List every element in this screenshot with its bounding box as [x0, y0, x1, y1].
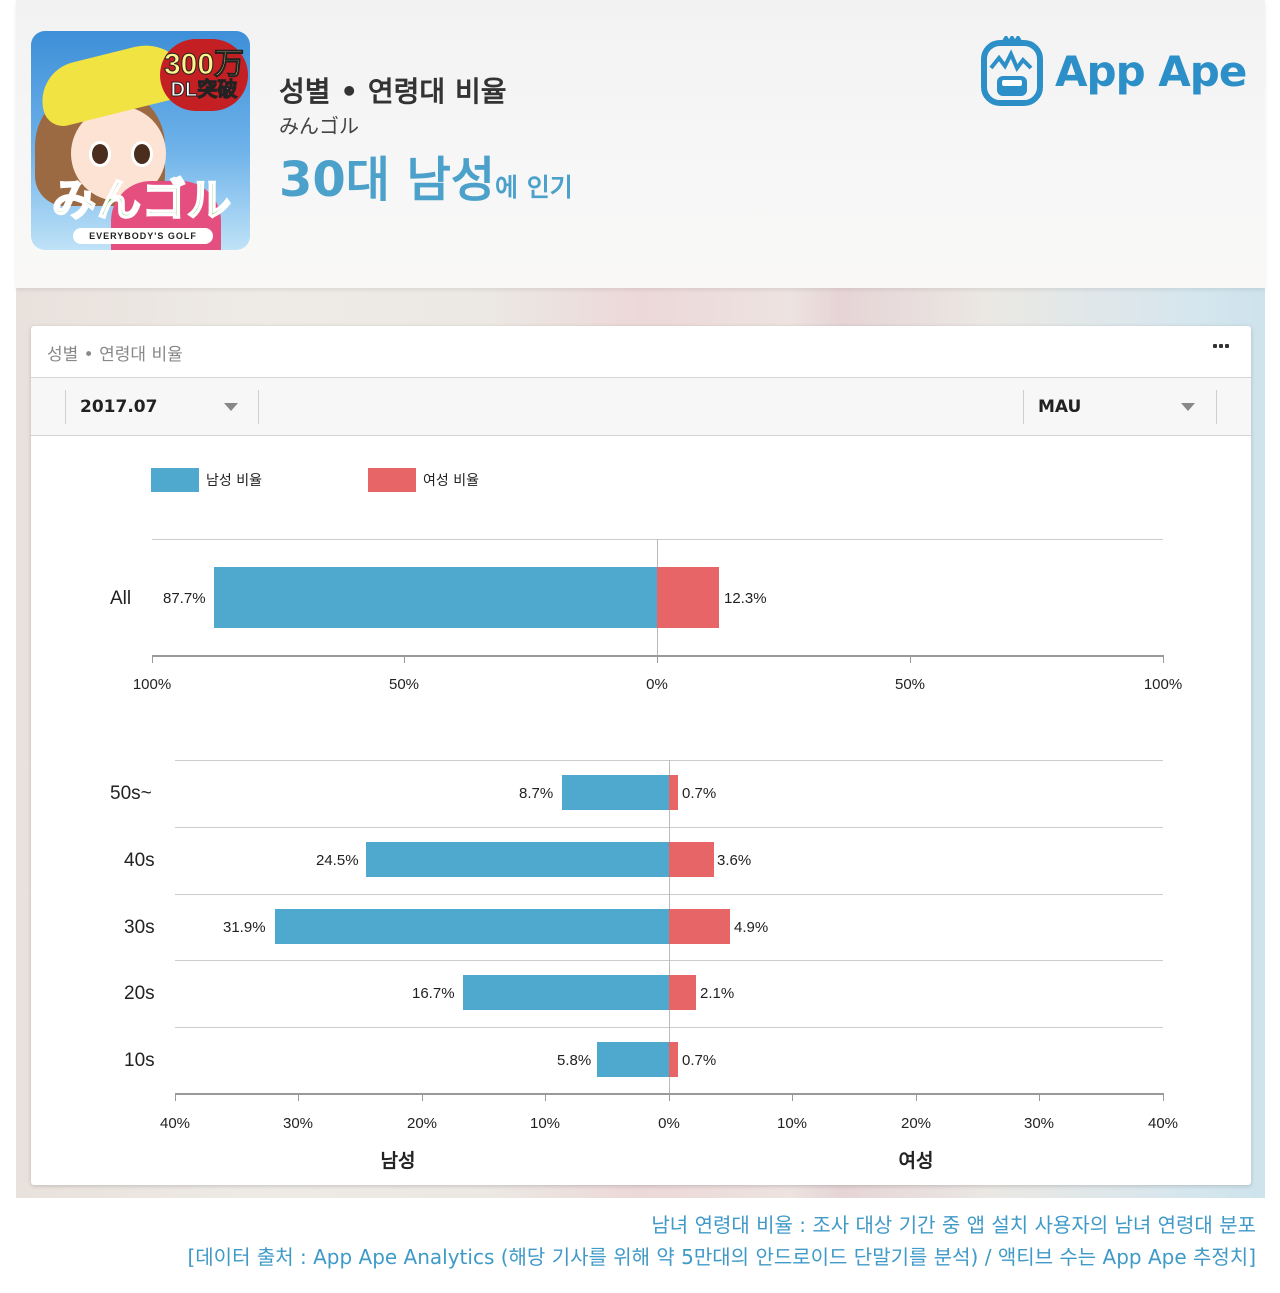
more-dots-icon[interactable] [1213, 344, 1229, 348]
value-label: 5.8% [557, 1052, 592, 1069]
value-label: 0.7% [682, 1052, 717, 1069]
footnote-definition: 남녀 연령대 비율 : 조사 대상 기간 중 앱 설치 사용자의 남녀 연령대 … [651, 1213, 1256, 1237]
value-label: 24.5% [316, 852, 359, 869]
bar-female-50s [669, 775, 678, 810]
axis-label-male: 남성 [380, 1150, 416, 1172]
bar-male-50s [562, 775, 669, 810]
period-select[interactable]: 2017.07 [65, 390, 259, 424]
category-label: All [110, 588, 132, 609]
category-label: 40s [124, 850, 155, 871]
chevron-down-icon [1181, 403, 1195, 411]
bar-male-10s [597, 1042, 669, 1077]
app-icon: 300万 DL突破 みんゴル EVERYBODY'S GOLF [31, 31, 250, 250]
value-label: 0.7% [682, 785, 717, 802]
bar-female-40s [669, 842, 714, 877]
value-label: 3.6% [717, 852, 752, 869]
page-title: 성별 • 연령대 비율 [279, 75, 507, 108]
category-label: 30s [124, 917, 155, 938]
legend-swatch-female [368, 468, 416, 492]
bar-male-20s [463, 975, 669, 1010]
app-logo-text: みんゴル [51, 175, 232, 226]
value-label: 12.3% [724, 590, 767, 607]
bar-female-10s [669, 1042, 678, 1077]
value-label: 87.7% [163, 590, 206, 607]
chart-card: 성별 • 연령대 비율 2017.07 MAU 남성 비율 여성 비율 All … [31, 326, 1251, 1185]
bar-female-20s [669, 975, 696, 1010]
legend-female[interactable]: 여성 비율 [368, 468, 479, 492]
bar-male-all [214, 567, 657, 628]
category-label: 10s [124, 1050, 155, 1071]
bar-female-30s [669, 909, 730, 944]
app-logo-subtitle: EVERYBODY'S GOLF [73, 228, 213, 244]
category-label: 20s [124, 983, 155, 1004]
chevron-down-icon [224, 403, 238, 411]
filter-toolbar: 2017.07 MAU [31, 377, 1251, 436]
card-title: 성별 • 연령대 비율 [47, 345, 183, 365]
value-label: 2.1% [700, 985, 735, 1002]
value-label: 16.7% [412, 985, 455, 1002]
ape-face-icon [981, 34, 1043, 106]
bar-male-40s [366, 842, 669, 877]
app-ape-logo: App Ape [981, 34, 1247, 107]
legend-swatch-male [151, 468, 199, 492]
app-name: みんゴル [279, 114, 359, 138]
metric-select[interactable]: MAU [1023, 390, 1217, 424]
legend-male[interactable]: 남성 비율 [151, 468, 262, 492]
footnote-source: [데이터 출처 : App Ape Analytics (해당 기사를 위해 약… [187, 1245, 1256, 1269]
category-label: 50s~ [110, 783, 152, 804]
download-badge: 300万 DL突破 [160, 39, 248, 111]
bar-female-all [657, 567, 719, 628]
axis-label-female: 여성 [898, 1150, 934, 1172]
bar-male-30s [275, 909, 669, 944]
value-label: 31.9% [223, 919, 266, 936]
value-label: 4.9% [734, 919, 769, 936]
value-label: 8.7% [519, 785, 554, 802]
headline: 30대 남성에 인기 [279, 152, 573, 208]
